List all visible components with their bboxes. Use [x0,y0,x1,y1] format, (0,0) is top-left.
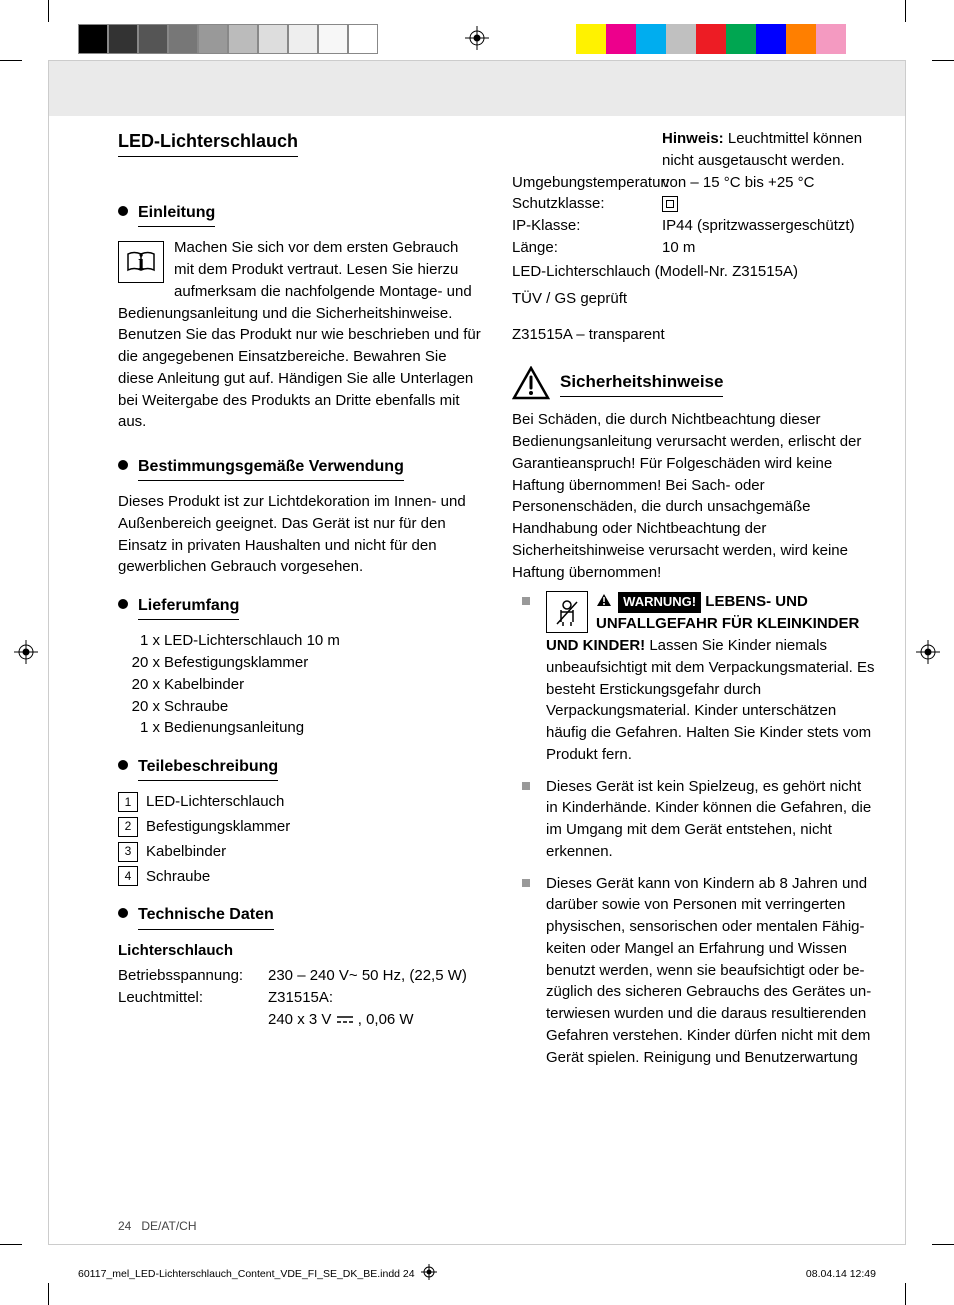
sheet: LED-Lichterschlauch Einleitung i Machen … [0,0,954,1305]
section-safety-heading: Sicherheitshinweise [512,366,876,410]
bullet-icon [118,460,128,470]
list-item: 20 xSchraube [118,696,482,718]
bullet-icon [118,206,128,216]
dc-symbol-icon [336,1015,354,1025]
crop-mark [905,0,906,22]
warning-item: Dieses Gerät kann von Kindern ab 8 Jahre… [512,873,876,1069]
warning-list: WARNUNG! LEBENS- UND UNFALLGEFAHR FÜR KL… [512,591,876,1068]
bullet-icon [118,908,128,918]
supply-list: 1 xLED-Lichterschlauch 10 m20 xBefestigu… [118,630,482,739]
print-slug: 60117_mel_LED-Lichterschlauch_Content_VD… [78,1264,876,1283]
spec-model: LED-Lichterschlauch (Modell-Nr. Z31515A) [512,261,876,283]
body-text: LED-Lichterschlauch Einleitung i Machen … [118,128,876,1185]
crop-mark [48,0,49,22]
colorbar-process [576,24,876,54]
warning-triangle-icon [596,592,612,614]
spec-tuv: TÜV / GS geprüft [512,288,876,310]
registration-mark-icon [916,640,940,664]
list-item: 1 xBedienungsanleitung [118,717,482,739]
spec-voltage: Betriebsspannung: 230 – 240 V~ 50 Hz, (2… [118,965,482,987]
manual-icon: i [118,241,164,283]
crop-mark [932,1244,954,1245]
spec-class: Schutzklasse: [512,193,876,215]
warning-triangle-icon [512,366,550,400]
warning-item: Dieses Gerät ist kein Spielzeug, es gehö… [512,776,876,863]
use-paragraph: Dieses Produkt ist zur Lichtdekoration i… [118,491,482,578]
child-hazard-icon [546,591,588,633]
crop-mark [0,60,22,61]
list-item: 1 xLED-Lichterschlauch 10 m [118,630,482,652]
warning-label: WARNUNG! [618,592,701,613]
crop-mark [905,1283,906,1305]
safety-paragraph: Bei Schäden, die durch Nichtbeachtung di… [512,409,876,583]
warning-item: WARNUNG! LEBENS- UND UNFALLGEFAHR FÜR KL… [512,591,876,765]
section-parts-heading: Teilebeschreibung [118,755,482,781]
crop-mark [0,1244,22,1245]
list-item: 2Befestigungsklammer [118,816,482,838]
list-item: 3Kabelbinder [118,841,482,863]
list-item: 20 xBefestigungsklammer [118,652,482,674]
parts-list: 1LED-Lichterschlauch 2Befestigungsklammer… [118,791,482,887]
intro-paragraph: i Machen Sie sich vor dem ersten Gebrauc… [118,237,482,433]
class2-icon [662,196,678,212]
page-header-band [49,61,905,116]
list-item: 20 xKabelbinder [118,674,482,696]
bullet-icon [118,599,128,609]
bullet-icon [118,760,128,770]
page-number: 24 DE/AT/CH [118,1219,197,1233]
crop-mark [932,60,954,61]
registration-mark-icon [421,1264,437,1283]
registration-mark-icon [14,640,38,664]
colorbar-greyscale [78,24,378,54]
section-supply-heading: Lieferumfang [118,594,482,620]
section-tech-heading: Technische Daten [118,903,482,929]
section-intro-heading: Einleitung [118,201,482,227]
variant-line: Z31515A – transparent [512,324,876,346]
tech-subheading: Lichterschlauch [118,940,482,962]
spec-length: Länge: 10 m [512,237,876,259]
product-title: LED-Lichterschlauch [118,128,298,157]
spec-ip: IP-Klasse: IP44 (spritzwassergeschützt) [512,215,876,237]
crop-mark [48,1283,49,1305]
registration-mark-icon [465,26,489,50]
spec-temp: Umgebungstemperatur: von – 15 °C bis +25… [512,172,876,194]
list-item: 4Schraube [118,866,482,888]
section-use-heading: Bestimmungsgemäße Verwendung [118,455,482,481]
list-item: 1LED-Lichterschlauch [118,791,482,813]
